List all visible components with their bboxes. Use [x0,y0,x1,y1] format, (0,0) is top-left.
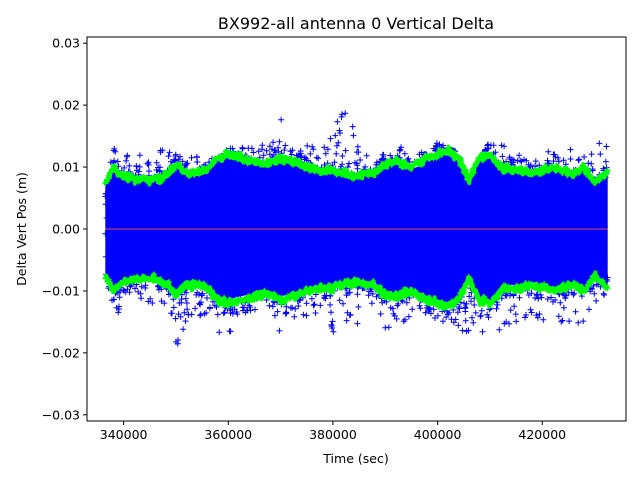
x-tick-label: 420000 [518,427,566,442]
x-tick-label: 340000 [100,427,148,442]
y-tick-label: −0.03 [42,407,80,422]
y-tick-label: −0.02 [42,345,80,360]
axes: 340000 360000 380000 400000 420000 −0.03 −0.02… [42,36,627,442]
x-tick-label: 360000 [204,427,252,442]
y-tick-label: 0.01 [52,160,80,175]
y-tick-label: 0.02 [52,98,80,113]
chart-title: BX992-all antenna 0 Vertical Delta [218,14,494,33]
x-tick-label: 380000 [309,427,357,442]
x-tick-label: 400000 [414,427,462,442]
sigma-lower-markers [102,271,611,311]
plot-area [102,110,611,347]
y-tick-label: 0.00 [52,222,80,237]
y-tick-label: 0.03 [52,36,80,51]
plot-series-group [102,110,611,347]
y-tick-label: −0.01 [42,283,80,298]
sigma-upper-markers [102,144,611,187]
y-axis-label: Delta Vert Pos (m) [14,172,29,286]
x-axis-label: Time (sec) [322,451,388,466]
